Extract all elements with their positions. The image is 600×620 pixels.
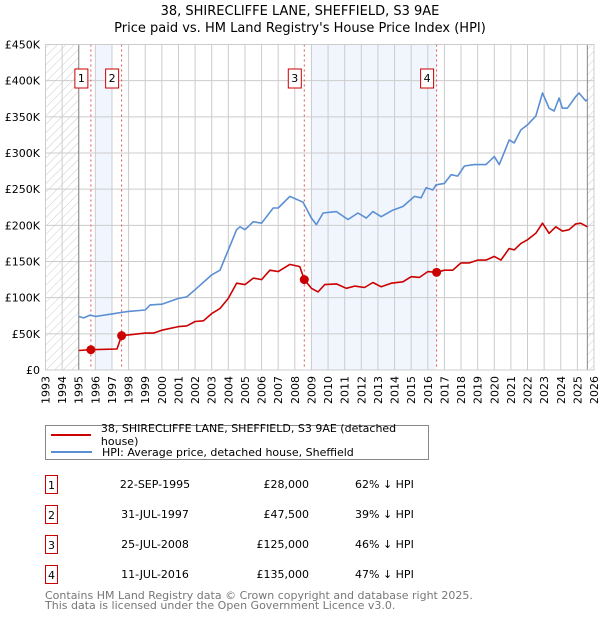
sale-point [432, 267, 442, 277]
y-tick-label: £50K [12, 328, 41, 341]
property-series-line [78, 222, 588, 352]
x-tick-label: 2011 [339, 376, 352, 404]
x-tick-label: 2012 [355, 376, 368, 404]
footer-copyright: Contains HM Land Registry data © Crown c… [45, 589, 473, 602]
y-tick-label: £350K [5, 111, 41, 124]
transaction-price: £135,000 [256, 568, 310, 581]
sale-label: 3 [291, 72, 298, 85]
y-tick-label: £200K [5, 219, 41, 232]
transaction-number: 4 [45, 565, 58, 584]
x-tick-label: 1996 [89, 376, 102, 404]
legend-swatch-red [51, 434, 91, 436]
x-tick-label: 2026 [588, 376, 600, 404]
plot-border [45, 44, 595, 371]
chart-subtitle: Price paid vs. HM Land Registry's House … [114, 21, 486, 36]
x-tick-label: 1995 [73, 376, 86, 404]
sale-label-box [105, 68, 120, 89]
y-tick-label: £250K [5, 183, 41, 196]
transaction-number: 2 [45, 505, 58, 524]
hpi-series-line [78, 92, 588, 319]
x-tick-label: 2015 [405, 376, 418, 404]
transaction-hpi-diff: 46% ↓ HPI [355, 538, 414, 551]
x-tick-label: 1998 [123, 376, 136, 404]
sale-label: 4 [424, 72, 431, 85]
x-tick-label: 2018 [455, 376, 468, 404]
transaction-date: 11-JUL-2016 [121, 568, 189, 581]
transaction-number: 1 [45, 475, 58, 494]
transaction-row: 4 11-JUL-2016 £135,000 47% ↓ HPI [45, 565, 445, 585]
footer-licence: This data is licensed under the Open Gov… [45, 599, 396, 612]
x-tick-label: 2017 [438, 376, 451, 404]
x-tick-label: 1997 [106, 376, 119, 404]
sale-label-box [74, 68, 89, 89]
transaction-row: 1 22-SEP-1995 £28,000 62% ↓ HPI [45, 475, 445, 495]
y-tick-label: £100K [5, 292, 41, 305]
x-tick-label: 2021 [505, 376, 518, 404]
x-tick-label: 2002 [189, 376, 202, 404]
sale-label-box [420, 68, 435, 89]
chart-title: 38, SHIRECLIFFE LANE, SHEFFIELD, S3 9AE [160, 4, 440, 19]
sale-label: 1 [78, 72, 85, 85]
x-tick-label: 1993 [40, 376, 53, 404]
x-tick-label: 2005 [239, 376, 252, 404]
chart-area: 1993 1994 1995 1996 1997 1998 1999 2000 2001 2002… [5, 39, 600, 405]
legend-item-property: 38, SHIRECLIFFE LANE, SHEFFIELD, S3 9AE … [51, 422, 428, 448]
x-tick-label: 2023 [538, 376, 551, 404]
transaction-date: 25-JUL-2008 [121, 538, 189, 551]
transaction-row: 2 31-JUL-1997 £47,500 39% ↓ HPI [45, 505, 445, 525]
shaded-period [95, 44, 112, 370]
shaded-period [311, 44, 437, 370]
sale-point [117, 331, 127, 341]
legend-label-hpi: HPI: Average price, detached house, Shef… [102, 445, 354, 459]
transaction-hpi-diff: 47% ↓ HPI [355, 568, 414, 581]
x-tick-label: 2016 [422, 376, 435, 404]
x-tick-label: 2019 [472, 376, 485, 404]
transaction-number: 3 [45, 535, 58, 554]
y-tick-label: £150K [5, 256, 41, 269]
x-tick-label: 1994 [56, 376, 69, 404]
x-tick-label: 1999 [139, 376, 152, 404]
transaction-price: £47,500 [263, 508, 310, 521]
transaction-price: £28,000 [263, 478, 310, 491]
y-tick-label: £400K [5, 75, 41, 88]
transaction-hpi-diff: 62% ↓ HPI [355, 478, 414, 491]
sale-point [86, 345, 96, 355]
legend-swatch-blue [51, 451, 92, 453]
x-tick-label: 2004 [222, 376, 235, 404]
x-tick-label: 2022 [522, 376, 535, 404]
x-tick-label: 2010 [322, 376, 335, 404]
transaction-hpi-diff: 39% ↓ HPI [355, 508, 414, 521]
x-tick-label: 2001 [172, 376, 185, 404]
x-tick-label: 2003 [206, 376, 219, 404]
legend-item-hpi: HPI: Average price, detached house, Shef… [51, 444, 354, 460]
no-data-hatch-right [587, 44, 594, 370]
x-tick-label: 2025 [571, 376, 584, 404]
x-tick-label: 2013 [372, 376, 385, 404]
x-tick-label: 2000 [156, 376, 169, 404]
x-tick-label: 2009 [305, 376, 318, 404]
transaction-date: 31-JUL-1997 [121, 508, 189, 521]
transaction-date: 22-SEP-1995 [119, 478, 191, 491]
transaction-row: 3 25-JUL-2008 £125,000 46% ↓ HPI [45, 535, 445, 555]
x-tick-label: 2007 [272, 376, 285, 404]
x-tick-label: 2024 [555, 376, 568, 404]
x-tick-label: 2008 [289, 376, 302, 404]
x-tick-label: 2006 [256, 376, 269, 404]
sale-label-box [287, 68, 302, 89]
y-tick-label: £300K [5, 147, 41, 160]
legend: 38, SHIRECLIFFE LANE, SHEFFIELD, S3 9AE … [45, 422, 429, 460]
sale-label: 2 [109, 72, 116, 85]
y-tick-label: £0 [26, 364, 40, 377]
y-tick-label: £450K [5, 39, 41, 52]
x-tick-label: 2014 [389, 376, 402, 404]
sale-point [299, 275, 309, 285]
x-tick-label: 2020 [488, 376, 501, 404]
legend-label-property: 38, SHIRECLIFFE LANE, SHEFFIELD, S3 9AE … [100, 422, 397, 448]
transaction-price: £125,000 [256, 538, 310, 551]
